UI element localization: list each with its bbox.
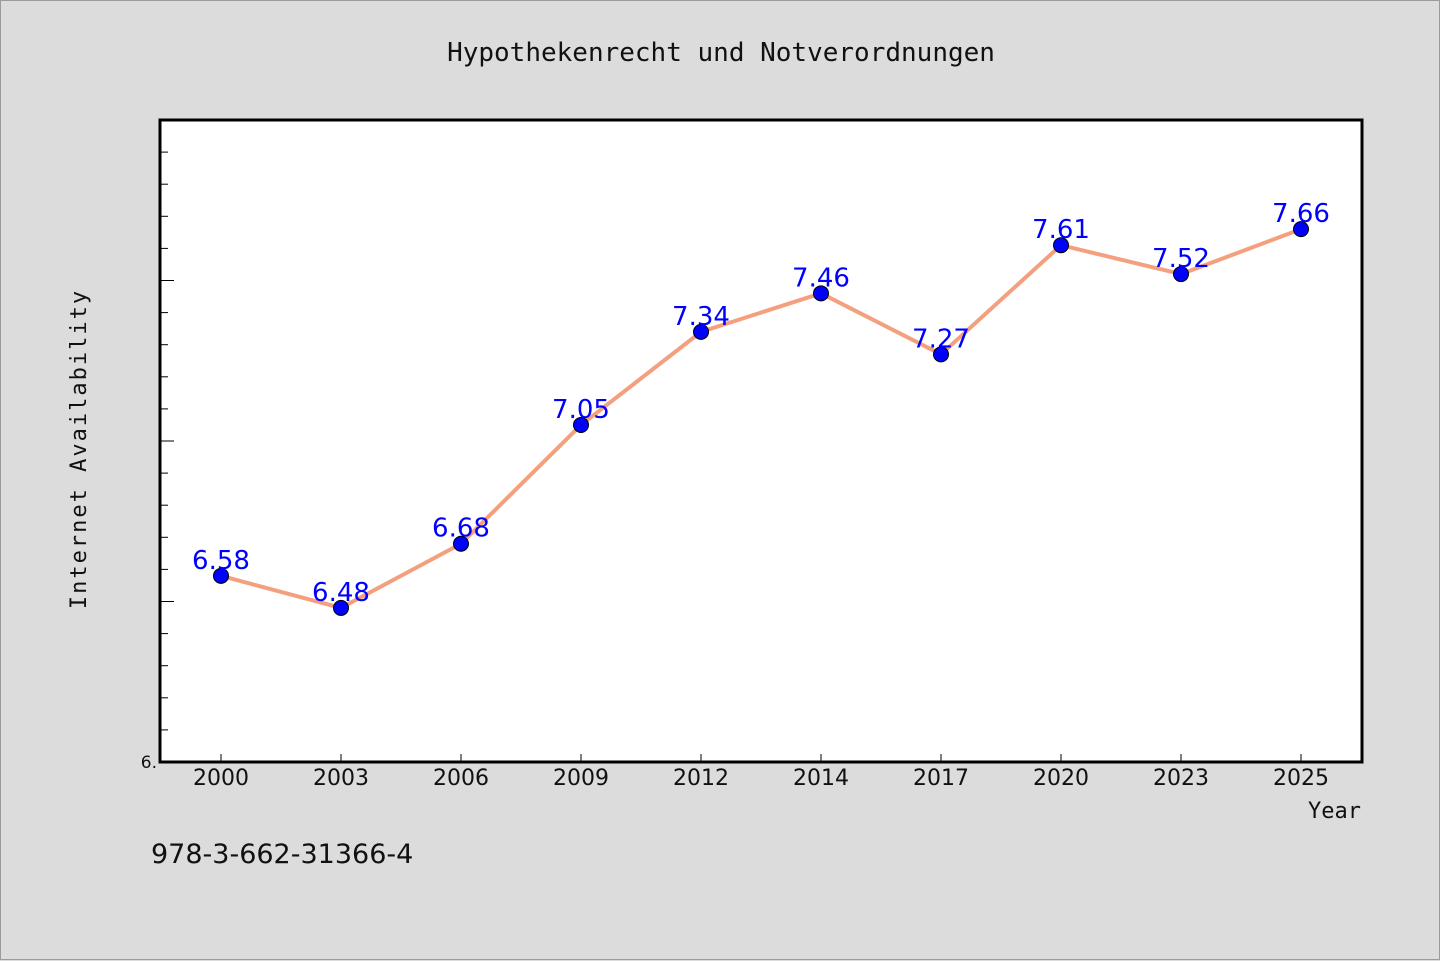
data-label: 6.58 <box>192 546 250 576</box>
data-point <box>813 285 829 302</box>
x-tick-label: 2025 <box>1273 766 1329 791</box>
data-label: 7.05 <box>552 395 610 425</box>
data-point <box>933 346 949 363</box>
x-tick-label: 2014 <box>793 766 849 791</box>
x-tick-label: 2020 <box>1033 766 1089 791</box>
data-label: 7.46 <box>792 263 850 293</box>
series-layer: 6.58 6.48 6.68 7.05 7.34 7.46 7.27 7.61 7.52 7.66 <box>192 199 1330 616</box>
y-axis-ticks: 6. <box>141 151 174 773</box>
data-point <box>1173 266 1189 283</box>
x-axis-ticks: 2000 2003 2006 2009 2012 2014 2017 2020 2023 2025 <box>193 754 1329 791</box>
x-tick-label: 2017 <box>913 766 969 791</box>
data-point <box>573 416 589 433</box>
x-tick-label: 2009 <box>553 766 609 791</box>
data-label: 7.52 <box>1152 244 1210 274</box>
y-axis-label: Internet Availability <box>67 289 92 609</box>
y-tick-label: 6. <box>141 753 157 773</box>
x-tick-label: 2012 <box>673 766 729 791</box>
data-label: 7.61 <box>1032 215 1090 245</box>
data-point <box>693 323 709 340</box>
data-label: 7.66 <box>1272 199 1330 229</box>
data-point <box>1293 221 1309 238</box>
data-label: 7.34 <box>672 302 730 332</box>
data-label: 6.68 <box>432 514 490 544</box>
x-tick-label: 2023 <box>1153 766 1209 791</box>
x-tick-label: 2000 <box>193 766 249 791</box>
data-point <box>213 567 229 584</box>
data-point <box>453 535 469 552</box>
data-label: 6.48 <box>312 578 370 608</box>
data-point <box>1053 237 1069 254</box>
x-tick-label: 2006 <box>433 766 489 791</box>
x-tick-label: 2003 <box>313 766 369 791</box>
plot-area <box>158 118 1364 764</box>
x-axis-label: Year <box>1308 799 1361 824</box>
chart-title: Hypothekenrecht und Notverordnungen <box>447 38 995 68</box>
caption-text: 978-3-662-31366-4 <box>151 839 413 870</box>
data-label: 7.27 <box>912 324 970 354</box>
series-line <box>219 227 1303 610</box>
data-point <box>333 599 349 616</box>
